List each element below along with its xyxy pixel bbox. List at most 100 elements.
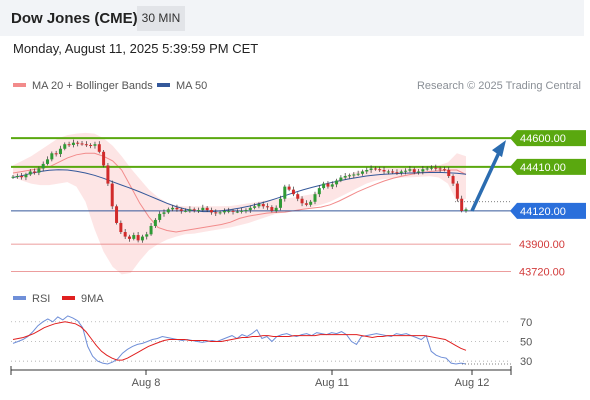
candle-body — [412, 169, 416, 173]
candle-body — [300, 198, 304, 204]
candle-body — [145, 234, 149, 237]
pivot-label: 44120.00 — [520, 206, 566, 218]
candle-body — [175, 207, 179, 210]
ma50-line — [12, 169, 467, 213]
bollinger-band-fill — [13, 132, 466, 275]
candle-body — [373, 168, 377, 170]
legend-rsi-label: RSI — [32, 293, 51, 305]
candles — [11, 139, 468, 243]
chart-header — [0, 0, 584, 36]
candle-body — [395, 172, 399, 174]
candle-body — [326, 183, 330, 187]
candle-body — [24, 174, 28, 178]
candle-body — [291, 189, 295, 195]
rsi-tick-label: 30 — [520, 356, 532, 368]
rsi-line — [12, 315, 467, 365]
candle-body — [391, 171, 395, 173]
candle-body — [67, 144, 71, 146]
x-tick-label: Aug 11 — [315, 377, 349, 389]
candle-body — [348, 175, 352, 177]
ma50-swatch — [157, 83, 170, 88]
candle-body — [192, 209, 196, 211]
candle-body — [15, 176, 19, 178]
candle-body — [304, 203, 308, 205]
candle-body — [317, 188, 321, 195]
bollinger-mid-line — [12, 152, 467, 233]
candle-body — [80, 143, 84, 145]
candle-body — [278, 198, 282, 208]
candle-body — [102, 151, 106, 166]
candle-body — [253, 206, 257, 208]
candle-body — [404, 170, 408, 172]
candle-body — [417, 171, 421, 173]
candle-body — [20, 176, 24, 178]
rsi-tick-label: 50 — [520, 336, 532, 348]
x-tick-label: Aug 12 — [455, 377, 490, 389]
candle-body — [140, 236, 144, 241]
candle-body — [421, 169, 425, 172]
candle-body — [235, 211, 239, 213]
candle-body — [214, 212, 218, 214]
candle-body — [209, 210, 213, 213]
candle-body — [218, 212, 222, 214]
candle-body — [266, 206, 270, 208]
bollinger-swatch — [13, 83, 26, 88]
candle-body — [399, 171, 403, 173]
candle-body — [63, 144, 67, 149]
candle-body — [162, 212, 166, 214]
candle-body — [429, 167, 433, 169]
support-label: 43720.00 — [519, 266, 565, 278]
legend-rsi-ma-label: 9MA — [81, 293, 104, 305]
candle-body — [84, 144, 88, 146]
legend-bollinger-label: MA 20 + Bollinger Bands — [32, 80, 153, 92]
candle-body — [240, 210, 244, 212]
research-credit: Research © 2025 Trading Central — [416, 80, 581, 92]
resistance-label-box — [510, 158, 586, 175]
rsi-swatch — [13, 296, 26, 301]
candle-body — [244, 210, 248, 212]
forecast-arrow-head — [492, 140, 506, 158]
candle-body — [127, 236, 131, 239]
candle-body — [149, 225, 153, 235]
candle-body — [106, 165, 110, 184]
candle-body — [257, 204, 261, 207]
candle-body — [231, 210, 235, 212]
legend-rsi: RSI — [13, 293, 50, 305]
interval-button[interactable]: 30 MIN — [137, 6, 185, 31]
support-label: 43900.00 — [519, 239, 565, 251]
candle-body — [248, 207, 252, 211]
rsi-ma-line — [12, 321, 467, 361]
pivot-label-box — [510, 202, 586, 219]
candle-body — [442, 169, 446, 171]
candle-body — [71, 142, 75, 145]
candle-body — [451, 176, 455, 184]
rsi-panel: 30 50 70 — [11, 315, 532, 368]
candle-body — [171, 207, 175, 210]
x-tick-label: Aug 8 — [132, 377, 161, 389]
candle-body — [261, 204, 265, 207]
candle-body — [360, 171, 364, 174]
candle-body — [46, 159, 50, 164]
candle-body — [274, 207, 278, 211]
candle-body — [205, 207, 209, 211]
candle-body — [464, 209, 468, 211]
candle-body — [188, 209, 192, 211]
candle-body — [365, 169, 369, 172]
candle-body — [425, 168, 429, 170]
candle-body — [50, 153, 54, 160]
candle-body — [330, 184, 334, 187]
forecast-arrow-shaft — [470, 145, 504, 212]
candle-body — [447, 169, 451, 177]
resistance-label: 44410.00 — [520, 162, 566, 174]
candle-body — [369, 168, 373, 170]
instrument-title: Dow Jones (CME) — [11, 10, 138, 27]
candle-body — [119, 222, 123, 233]
candle-body — [335, 180, 339, 185]
candle-body — [382, 169, 386, 172]
candle-body — [11, 176, 15, 178]
candle-body — [58, 148, 62, 155]
candle-body — [153, 219, 157, 226]
candle-body — [352, 174, 356, 176]
candle-body — [54, 153, 58, 155]
